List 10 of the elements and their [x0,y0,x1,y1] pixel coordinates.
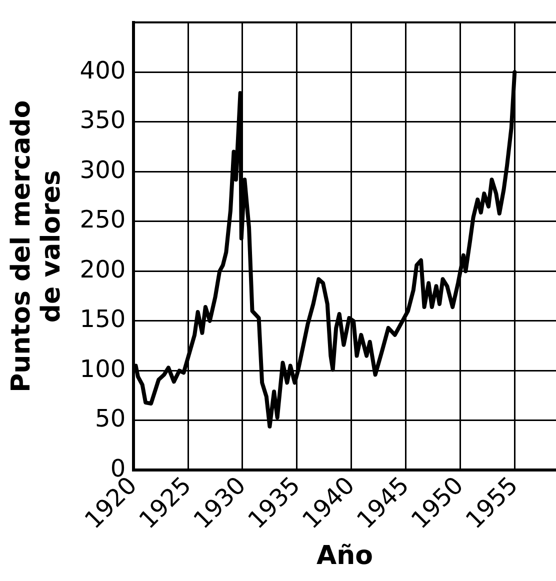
y-tick-label: 200 [80,255,126,284]
y-tick-label: 300 [80,156,126,184]
y-tick-label: 50 [95,404,126,433]
y-tick-label: 350 [80,106,126,134]
y-tick-label: 150 [80,305,126,334]
y-axis-title: Puntos del mercado de valores [6,100,67,392]
y-tick-label: 400 [80,56,126,84]
x-axis-title: Año [316,541,374,572]
y-tick-label: 100 [80,354,126,383]
y-tick-label: 250 [80,206,126,234]
